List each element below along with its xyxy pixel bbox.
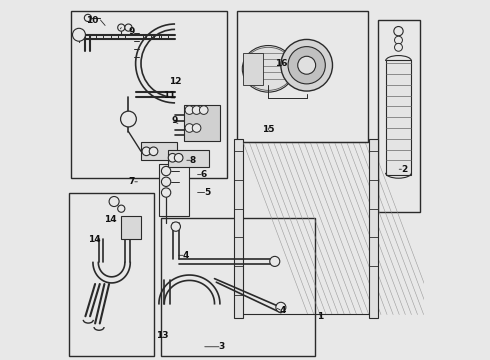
Text: 7: 7	[129, 177, 135, 186]
Text: 14: 14	[104, 215, 117, 224]
Text: 12: 12	[169, 77, 181, 86]
Circle shape	[281, 40, 333, 91]
Circle shape	[168, 153, 177, 162]
Bar	[159, 164, 190, 216]
Text: 4: 4	[183, 251, 189, 260]
Bar	[368, 139, 378, 318]
Bar	[234, 139, 243, 318]
Text: 9: 9	[172, 116, 178, 125]
Circle shape	[394, 36, 402, 44]
Circle shape	[118, 205, 125, 212]
Bar	[168, 149, 209, 167]
Circle shape	[125, 24, 132, 31]
Text: 13: 13	[156, 332, 169, 341]
Circle shape	[270, 256, 280, 266]
Bar	[243, 53, 263, 85]
Circle shape	[121, 111, 136, 127]
Circle shape	[171, 222, 180, 231]
Text: 4: 4	[279, 306, 286, 315]
Bar	[141, 142, 177, 160]
Bar	[184, 105, 220, 140]
Text: 2: 2	[401, 165, 407, 174]
Circle shape	[84, 14, 92, 22]
Circle shape	[276, 302, 286, 312]
Circle shape	[185, 124, 194, 132]
Text: 11: 11	[164, 91, 176, 100]
Text: 16: 16	[274, 59, 287, 68]
Circle shape	[199, 106, 208, 114]
Bar	[237, 12, 368, 142]
Circle shape	[394, 43, 402, 51]
Circle shape	[192, 124, 201, 132]
Circle shape	[298, 56, 316, 74]
Bar	[161, 218, 315, 356]
Circle shape	[288, 46, 325, 84]
Bar	[122, 216, 141, 239]
Bar	[69, 193, 153, 356]
Circle shape	[118, 24, 125, 31]
Circle shape	[109, 197, 119, 207]
Circle shape	[161, 177, 171, 186]
Text: 15: 15	[262, 125, 274, 134]
Bar	[71, 12, 227, 178]
Bar	[386, 60, 412, 175]
Text: 6: 6	[200, 170, 207, 179]
Circle shape	[185, 106, 194, 114]
Circle shape	[73, 28, 85, 41]
Circle shape	[161, 188, 171, 197]
Text: 10: 10	[86, 16, 99, 25]
Ellipse shape	[243, 45, 294, 92]
Bar	[378, 21, 419, 212]
Circle shape	[142, 147, 151, 156]
Text: 8: 8	[190, 156, 196, 165]
Circle shape	[394, 27, 403, 36]
Text: 14: 14	[88, 235, 101, 244]
Circle shape	[174, 153, 183, 162]
Text: 9: 9	[129, 27, 135, 36]
Text: 5: 5	[204, 188, 211, 197]
Circle shape	[149, 147, 158, 156]
Text: 1: 1	[317, 312, 323, 321]
Circle shape	[161, 166, 171, 176]
Circle shape	[192, 106, 201, 114]
Text: 3: 3	[219, 342, 225, 351]
